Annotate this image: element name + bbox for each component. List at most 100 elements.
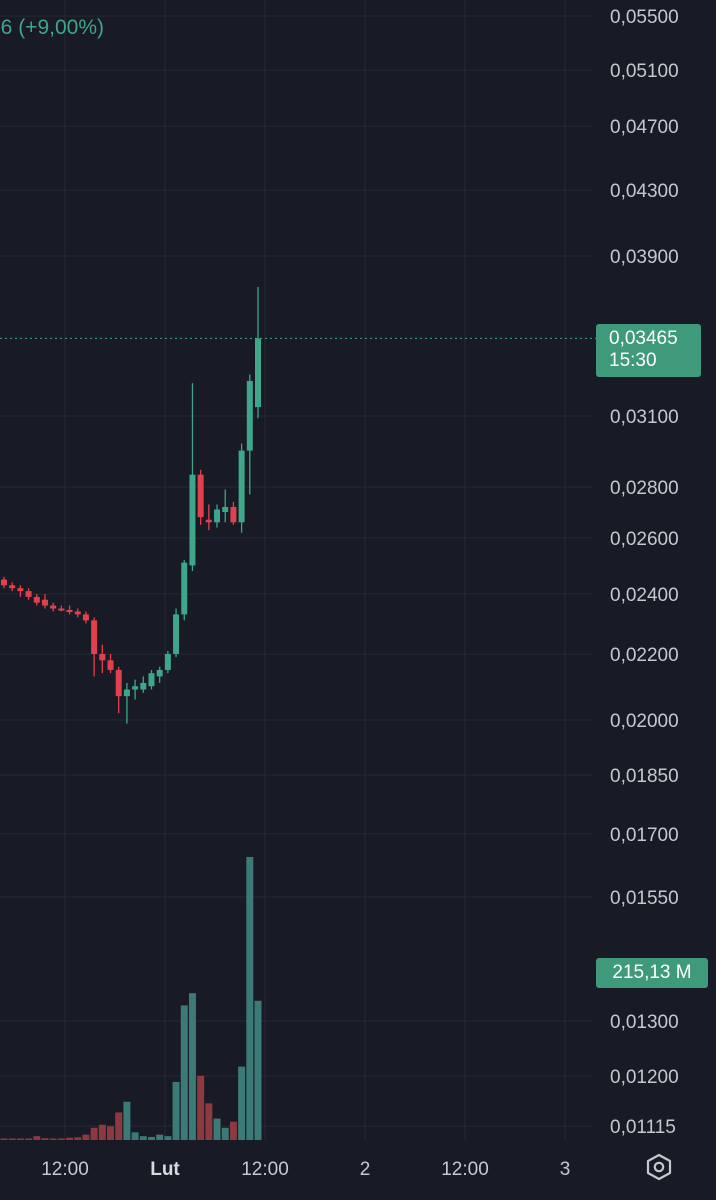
volume-bar bbox=[131, 1132, 139, 1140]
volume-bar bbox=[246, 857, 254, 1140]
volume-value: 215,13 M bbox=[612, 962, 692, 983]
candle-body bbox=[74, 611, 81, 615]
settings-hexagon-icon[interactable] bbox=[646, 1153, 672, 1181]
candle-body bbox=[58, 608, 65, 611]
volume-bar bbox=[180, 1005, 188, 1140]
time-tick-label: 3 bbox=[560, 1159, 571, 1180]
candle-body bbox=[156, 669, 163, 677]
candle bbox=[140, 676, 147, 693]
candle-body bbox=[197, 474, 204, 518]
price-tick-label: 0,01700 bbox=[610, 825, 679, 846]
last-price-value: 0,03465 bbox=[609, 328, 678, 349]
volume-bar bbox=[98, 1124, 106, 1140]
price-change-text: 36 (+9,00%) bbox=[0, 16, 104, 39]
candle-body bbox=[1, 579, 7, 586]
volume-bar bbox=[205, 1103, 213, 1140]
candle bbox=[148, 669, 155, 690]
price-tick-label: 0,03900 bbox=[610, 247, 679, 268]
candle bbox=[66, 605, 73, 615]
time-tick-label: 12:00 bbox=[441, 1159, 489, 1180]
candle bbox=[132, 679, 139, 700]
candle bbox=[41, 594, 48, 609]
volume-bar bbox=[8, 1138, 16, 1140]
candle bbox=[205, 504, 212, 531]
price-tick-label: 0,02200 bbox=[610, 645, 679, 666]
volume-bar bbox=[213, 1118, 221, 1140]
candle-body bbox=[189, 474, 196, 566]
candle bbox=[238, 443, 245, 533]
candle-body bbox=[41, 599, 48, 606]
candle-body bbox=[173, 614, 180, 654]
price-change-legend: 36 (+9,00%) bbox=[0, 16, 140, 40]
volume-bar bbox=[172, 1081, 180, 1140]
volume-bar bbox=[16, 1138, 24, 1140]
volume-value-tag: 215,13 M bbox=[596, 958, 708, 988]
candle bbox=[9, 582, 16, 592]
candle-body bbox=[222, 506, 229, 513]
candle bbox=[222, 489, 229, 523]
volume-bar bbox=[115, 1112, 123, 1140]
candle-body bbox=[132, 686, 139, 690]
candle bbox=[99, 644, 106, 674]
candle bbox=[255, 287, 261, 419]
time-tick-label: Lut bbox=[150, 1159, 180, 1180]
grid-lines bbox=[0, 0, 593, 1140]
candle bbox=[214, 504, 221, 528]
candle bbox=[164, 650, 171, 674]
volume-bar bbox=[229, 1121, 237, 1140]
price-tick-label: 0,01550 bbox=[610, 888, 679, 909]
candlesticks bbox=[1, 287, 261, 724]
candle bbox=[156, 666, 163, 683]
time-tick-label: 12:00 bbox=[41, 1159, 89, 1180]
volume-bar bbox=[25, 1138, 33, 1140]
candle bbox=[115, 666, 122, 714]
candle bbox=[189, 383, 196, 572]
candle-body bbox=[82, 614, 89, 621]
price-tick-label: 0,04700 bbox=[610, 117, 679, 138]
price-tick-label: 0,01200 bbox=[610, 1067, 679, 1088]
price-tick-label: 0,05500 bbox=[610, 7, 679, 28]
candle bbox=[74, 608, 81, 618]
candle bbox=[58, 605, 65, 612]
volume-bar bbox=[74, 1137, 82, 1140]
volume-bar bbox=[49, 1138, 57, 1140]
volume-bar bbox=[107, 1126, 115, 1140]
candle bbox=[107, 654, 114, 674]
candle bbox=[91, 617, 98, 677]
candle-body bbox=[50, 605, 57, 609]
candle bbox=[82, 611, 89, 624]
candle-body bbox=[99, 654, 106, 661]
candle-body bbox=[66, 609, 73, 612]
candle bbox=[173, 608, 180, 658]
volume-bars bbox=[0, 857, 262, 1140]
price-axis[interactable]: 0,05500 0,05100 0,04700 0,04300 0,03900 0,031… bbox=[610, 7, 679, 1138]
candle-body bbox=[17, 588, 24, 592]
candle-body bbox=[91, 620, 98, 654]
price-tick-label: 0,01300 bbox=[610, 1012, 679, 1033]
time-tick-label: 12:00 bbox=[241, 1159, 289, 1180]
price-tick-label: 0,05100 bbox=[610, 61, 679, 82]
volume-bar bbox=[41, 1138, 49, 1140]
volume-bar bbox=[188, 993, 196, 1140]
candle-body bbox=[214, 509, 221, 523]
volume-bar bbox=[123, 1101, 131, 1140]
volume-bar bbox=[0, 1138, 8, 1140]
candle bbox=[230, 501, 237, 525]
candle-body bbox=[25, 591, 32, 597]
candle bbox=[33, 594, 40, 606]
candle bbox=[181, 559, 188, 621]
price-tick-label: 0,02800 bbox=[610, 478, 679, 499]
volume-bar bbox=[90, 1127, 98, 1140]
volume-bar bbox=[139, 1136, 147, 1140]
candle-body bbox=[164, 654, 171, 670]
candle-body bbox=[181, 562, 188, 615]
price-tick-label: 0,02600 bbox=[610, 529, 679, 550]
price-tick-label: 0,02400 bbox=[610, 585, 679, 606]
candle bbox=[1, 576, 7, 589]
time-axis[interactable]: 12:00 Lut 12:00 2 12:00 3 bbox=[41, 1159, 570, 1180]
volume-bar bbox=[197, 1075, 205, 1140]
price-tick-label: 0,04300 bbox=[610, 181, 679, 202]
candle-body bbox=[9, 585, 16, 589]
